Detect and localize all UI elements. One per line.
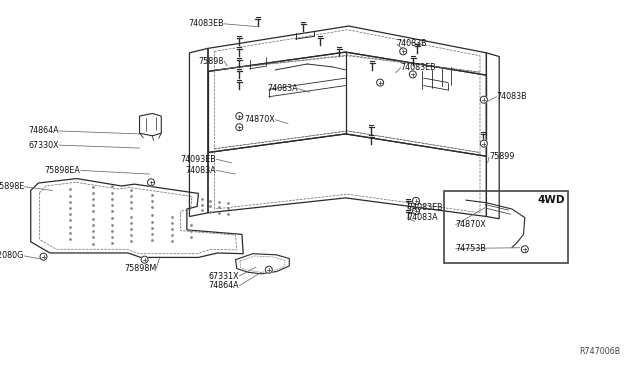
Text: 74083B: 74083B xyxy=(497,92,527,101)
Text: 74083EB: 74083EB xyxy=(401,63,436,72)
Text: 74083A: 74083A xyxy=(186,166,216,175)
Text: 62080G: 62080G xyxy=(0,251,24,260)
Circle shape xyxy=(236,124,243,131)
Circle shape xyxy=(236,113,243,119)
Circle shape xyxy=(400,48,406,55)
Text: 74083EB: 74083EB xyxy=(188,19,224,28)
Text: 75898E: 75898E xyxy=(0,182,24,191)
Circle shape xyxy=(413,208,419,214)
Circle shape xyxy=(148,179,154,186)
Text: 75898: 75898 xyxy=(198,57,224,65)
Text: 74864A: 74864A xyxy=(209,281,239,290)
Circle shape xyxy=(40,253,47,260)
Text: 67331X: 67331X xyxy=(209,272,239,280)
Circle shape xyxy=(266,266,272,273)
Text: 74083A: 74083A xyxy=(267,84,298,93)
Text: 74093EB: 74093EB xyxy=(180,155,216,164)
Circle shape xyxy=(522,246,528,253)
Text: R747006B: R747006B xyxy=(580,347,621,356)
Text: 74870X: 74870X xyxy=(244,115,275,124)
Text: 75899: 75899 xyxy=(489,153,515,161)
Text: 75898EA: 75898EA xyxy=(45,166,81,175)
Circle shape xyxy=(141,256,148,263)
Circle shape xyxy=(481,140,487,147)
Text: 74083B: 74083B xyxy=(397,39,428,48)
Circle shape xyxy=(481,96,487,103)
Text: 74870X: 74870X xyxy=(456,220,486,229)
Text: 74083A: 74083A xyxy=(407,214,438,222)
Bar xyxy=(444,191,568,263)
Text: 75898M: 75898M xyxy=(124,264,156,273)
Circle shape xyxy=(413,198,419,204)
Text: 4WD: 4WD xyxy=(538,195,565,205)
Text: 74083EB: 74083EB xyxy=(407,203,443,212)
Text: 74864A: 74864A xyxy=(28,126,59,135)
Circle shape xyxy=(410,71,416,78)
Circle shape xyxy=(377,79,383,86)
Text: 74753B: 74753B xyxy=(456,244,486,253)
Text: 67330X: 67330X xyxy=(28,141,59,150)
